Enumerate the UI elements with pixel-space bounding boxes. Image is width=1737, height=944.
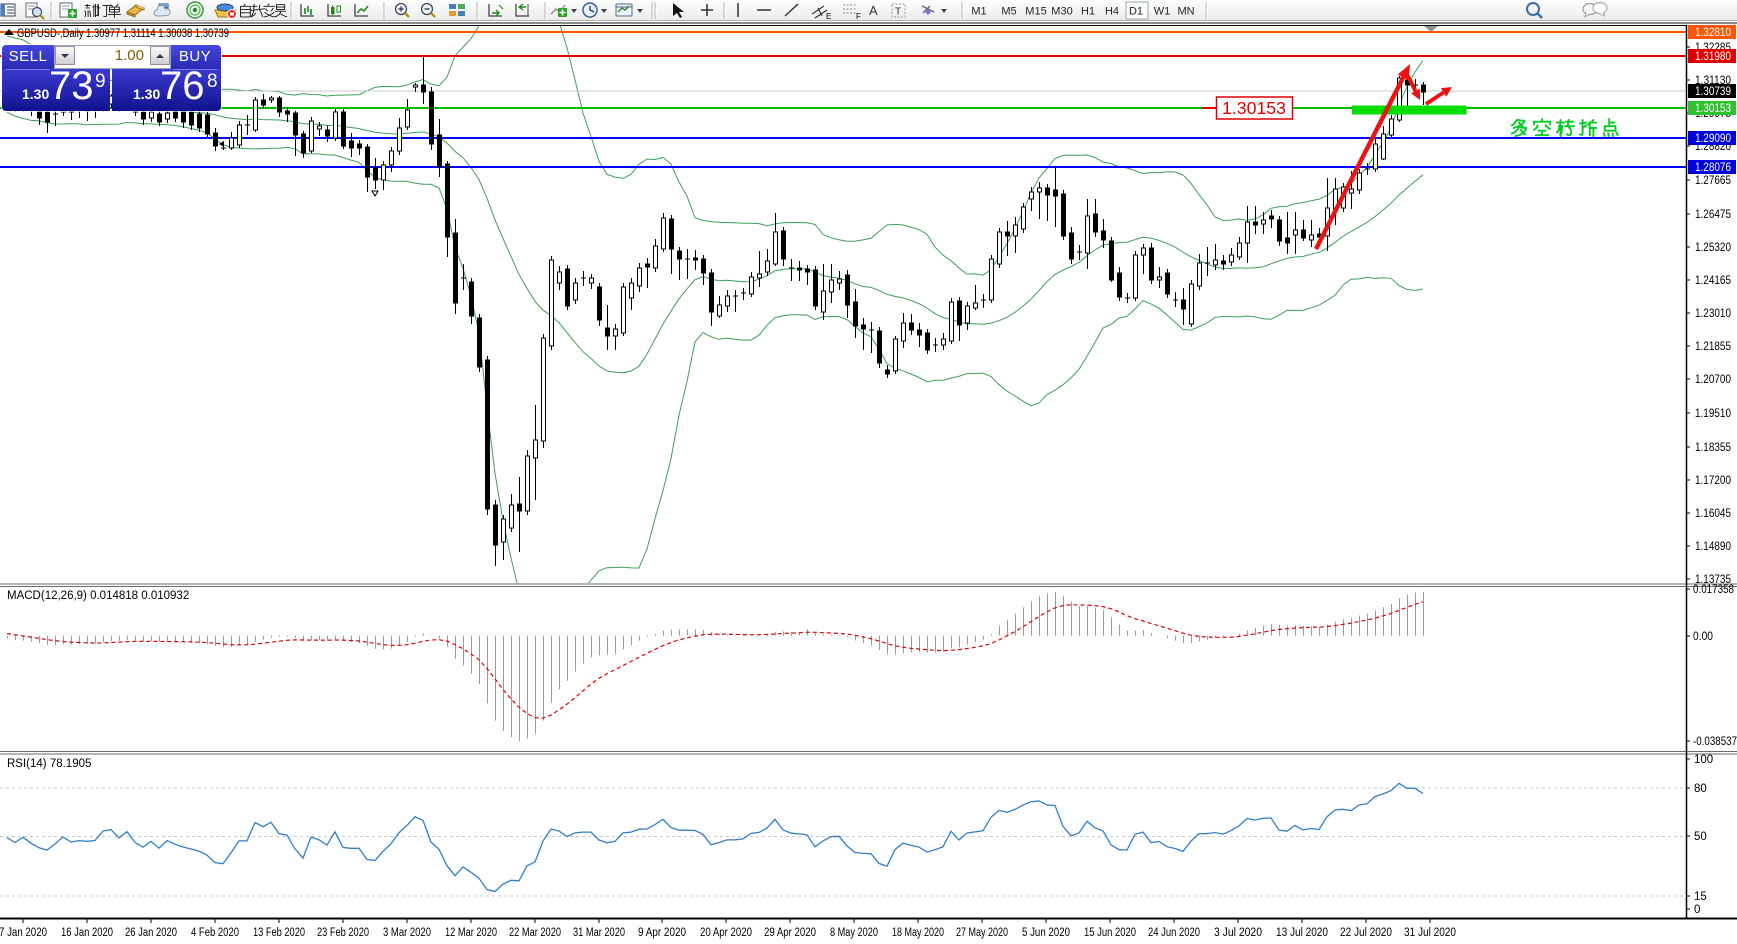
svg-text:1.26475: 1.26475 (1695, 209, 1731, 221)
svg-text:31 Mar 2020: 31 Mar 2020 (573, 927, 625, 939)
svg-text:50: 50 (1694, 831, 1707, 843)
svg-text:22 Jul 2020: 22 Jul 2020 (1340, 927, 1392, 939)
svg-text:1.28076: 1.28076 (1695, 162, 1731, 174)
svg-text:23 Feb 2020: 23 Feb 2020 (317, 927, 369, 939)
svg-text:4 Feb 2020: 4 Feb 2020 (191, 927, 239, 939)
svg-text:22 Mar 2020: 22 Mar 2020 (509, 927, 561, 939)
svg-text:-0.038537: -0.038537 (1693, 736, 1737, 748)
svg-text:18 May 2020: 18 May 2020 (892, 927, 944, 939)
svg-text:20 Apr 2020: 20 Apr 2020 (700, 927, 752, 939)
svg-text:1.18355: 1.18355 (1695, 442, 1731, 454)
svg-text:27 May 2020: 27 May 2020 (956, 927, 1008, 939)
svg-text:31 Jul 2020: 31 Jul 2020 (1404, 927, 1456, 939)
svg-text:15 Jun 2020: 15 Jun 2020 (1084, 927, 1136, 939)
svg-text:24 Jun 2020: 24 Jun 2020 (1148, 927, 1200, 939)
svg-text:0: 0 (1694, 904, 1700, 916)
svg-text:3 Jul 2020: 3 Jul 2020 (1214, 927, 1262, 939)
svg-text:13 Feb 2020: 13 Feb 2020 (253, 927, 305, 939)
svg-text:1.30153: 1.30153 (1222, 98, 1286, 118)
svg-text:1.13735: 1.13735 (1695, 574, 1731, 586)
svg-text:1.32810: 1.32810 (1695, 27, 1731, 39)
svg-text:8 May 2020: 8 May 2020 (830, 927, 878, 939)
svg-text:26 Jan 2020: 26 Jan 2020 (125, 927, 177, 939)
svg-text:M30: M30 (1051, 6, 1072, 18)
svg-text:5 Jun 2020: 5 Jun 2020 (1022, 927, 1070, 939)
svg-text:MACD(12,26,9) 0.014818 0.01093: MACD(12,26,9) 0.014818 0.010932 (7, 590, 189, 602)
svg-text:1.19510: 1.19510 (1695, 408, 1731, 420)
svg-text:1.20700: 1.20700 (1695, 374, 1731, 386)
svg-text:7 Jan 2020: 7 Jan 2020 (0, 927, 47, 939)
svg-text:M1: M1 (971, 6, 986, 18)
svg-text:1.14890: 1.14890 (1695, 541, 1731, 553)
svg-text:1.29090: 1.29090 (1695, 133, 1731, 145)
svg-text:1.17200: 1.17200 (1695, 475, 1731, 487)
svg-text:M15: M15 (1025, 6, 1046, 18)
svg-text:100: 100 (1694, 754, 1713, 766)
svg-text:1.24165: 1.24165 (1695, 275, 1731, 287)
svg-text:1.25320: 1.25320 (1695, 242, 1731, 254)
svg-text:80: 80 (1694, 783, 1707, 795)
svg-text:1.16045: 1.16045 (1695, 508, 1731, 520)
svg-text:1.21855: 1.21855 (1695, 341, 1731, 353)
svg-text:MN: MN (1177, 6, 1194, 18)
svg-text:GBPUSD-,Daily 1.30977 1.31114: GBPUSD-,Daily 1.30977 1.31114 1.30038 1.… (17, 26, 229, 40)
svg-text:1.31980: 1.31980 (1695, 51, 1731, 63)
svg-text:12 Mar 2020: 12 Mar 2020 (445, 927, 497, 939)
svg-text:W1: W1 (1154, 6, 1171, 18)
svg-text:13 Jul 2020: 13 Jul 2020 (1276, 927, 1328, 939)
svg-text:16 Jan 2020: 16 Jan 2020 (61, 927, 113, 939)
svg-text:H4: H4 (1105, 6, 1119, 18)
svg-text:0.00: 0.00 (1693, 631, 1713, 643)
svg-text:29 Apr 2020: 29 Apr 2020 (764, 927, 816, 939)
svg-text:1.30153: 1.30153 (1695, 103, 1731, 115)
svg-text:0.017358: 0.017358 (1693, 584, 1734, 596)
svg-text:1.23010: 1.23010 (1695, 308, 1731, 320)
svg-text:1.30739: 1.30739 (1695, 86, 1731, 98)
svg-text:D1: D1 (1129, 6, 1143, 18)
svg-text:T: T (895, 7, 901, 18)
svg-text:F: F (856, 12, 861, 21)
svg-text:15: 15 (1694, 891, 1707, 903)
svg-text:9 Apr 2020: 9 Apr 2020 (638, 927, 686, 939)
svg-text:3 Mar 2020: 3 Mar 2020 (383, 927, 431, 939)
svg-text:M5: M5 (1001, 6, 1016, 18)
svg-text:H1: H1 (1081, 6, 1095, 18)
svg-text:1.27665: 1.27665 (1695, 175, 1731, 187)
svg-text:E: E (826, 12, 831, 21)
svg-text:A: A (869, 3, 878, 18)
svg-text:RSI(14) 78.1905: RSI(14) 78.1905 (7, 758, 91, 770)
